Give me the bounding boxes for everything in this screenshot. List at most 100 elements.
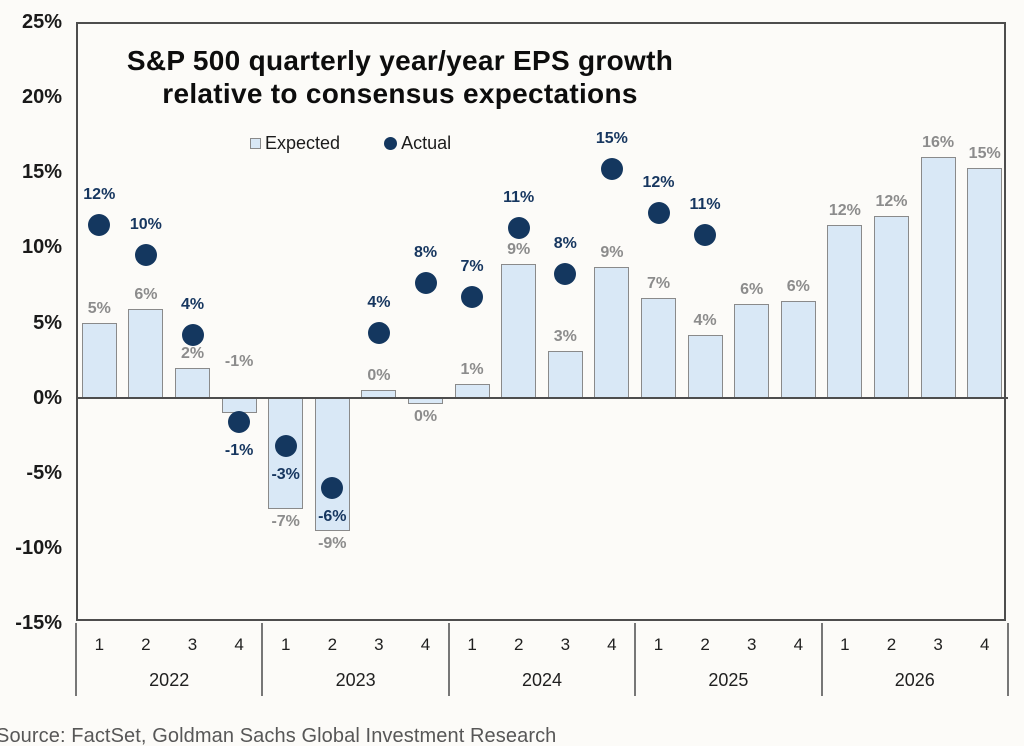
expected-bar (547, 351, 583, 398)
actual-dot (274, 434, 297, 457)
actual-dot-label: 11% (689, 196, 721, 214)
year-separator (634, 623, 637, 696)
quarter-tick-label: 2 (327, 635, 338, 654)
actual-dot-label: 12% (642, 173, 675, 191)
y-axis-tick-label: 0% (33, 386, 62, 409)
actual-dot (694, 224, 717, 247)
quarter-tick-label: 4 (979, 635, 990, 654)
actual-dot-label: 15% (595, 130, 628, 148)
expected-bar-label: 2% (180, 344, 205, 362)
quarter-tick-label: 1 (94, 635, 105, 654)
expected-bar (827, 224, 863, 398)
expected-bar (780, 301, 816, 398)
quarter-tick-label: 1 (840, 635, 850, 654)
quarter-tick-label: 3 (374, 635, 384, 654)
expected-bar-label: 15% (968, 144, 1001, 162)
quarter-tick-label: 2 (886, 635, 897, 654)
quarter-tick-label: 2 (141, 635, 151, 654)
quarter-tick-label: 3 (933, 635, 943, 654)
expected-bar-label: 9% (600, 243, 624, 261)
quarter-tick-label: 4 (420, 635, 431, 654)
year-separator (1007, 623, 1009, 696)
actual-dot-label: -3% (271, 465, 300, 483)
y-axis-tick-label: 25% (21, 11, 62, 33)
year-separator (75, 623, 77, 696)
quarter-tick-label: 1 (653, 635, 664, 654)
year-label: 2023 (335, 670, 376, 690)
quarter-tick-label: 1 (280, 635, 291, 654)
expected-bar (175, 367, 210, 398)
legend-actual-label: Actual (401, 132, 452, 153)
actual-dot-label: 4% (367, 294, 391, 312)
expected-bar-label: 5% (87, 299, 111, 317)
expected-bar-label: 12% (828, 201, 861, 219)
actual-dot (321, 476, 344, 499)
source-text: Source: FactSet, Goldman Sachs Global In… (0, 725, 557, 746)
actual-dot-label: 11% (503, 188, 535, 206)
actual-dot-icon (384, 136, 398, 150)
expected-bar (594, 266, 630, 398)
expected-bar-label: 12% (875, 192, 908, 210)
expected-bar-label: -7% (271, 512, 300, 530)
expected-bar (501, 263, 537, 398)
year-label: 2024 (521, 670, 563, 690)
chart-title-line-1: S&P 500 quarterly year/year EPS growth (126, 45, 674, 76)
chart-legend: Expected Actual (250, 131, 451, 155)
expected-bar-label: 4% (693, 311, 717, 329)
quarter-tick-label: 4 (793, 635, 804, 654)
actual-dot (461, 285, 484, 308)
actual-dot (647, 201, 670, 224)
expected-bar-label: -1% (224, 352, 254, 370)
expected-bar-label: 3% (553, 328, 577, 346)
legend-expected-label: Expected (265, 132, 341, 153)
chart-title: S&P 500 quarterly year/year EPS growth r… (0, 44, 800, 110)
expected-bar (920, 157, 956, 398)
actual-dot (600, 158, 623, 181)
actual-dot (228, 410, 251, 433)
actual-dot (88, 213, 111, 236)
actual-dot-label: 8% (553, 235, 577, 253)
y-axis-tick-label: 15% (21, 161, 62, 184)
expected-bar-label: 9% (507, 240, 531, 258)
expected-bar-label: 7% (646, 275, 671, 293)
actual-dot (507, 216, 530, 239)
expected-bar (81, 322, 117, 398)
expected-bar-label: 6% (740, 281, 764, 299)
plot-area (76, 22, 1006, 621)
actual-dot-label: 4% (180, 295, 205, 313)
actual-dot-label: -6% (318, 507, 347, 525)
expected-bar-label: 0% (367, 367, 391, 385)
quarter-tick-label: 2 (513, 635, 524, 654)
y-axis-tick-label: -15% (15, 612, 62, 634)
actual-dot-label: 12% (83, 185, 116, 203)
expected-bar (687, 334, 723, 398)
quarter-tick-label: 3 (560, 635, 571, 654)
quarter-tick-label: 3 (746, 635, 757, 654)
actual-dot-label: -1% (224, 441, 254, 459)
quarter-tick-label: 2 (700, 635, 710, 654)
legend-item-expected: Expected (250, 133, 340, 154)
expected-bar (874, 215, 909, 398)
quarter-tick-label: 1 (467, 635, 477, 654)
legend-item-actual: Actual (384, 133, 451, 154)
year-label: 2025 (708, 670, 749, 690)
expected-bar-label: 6% (134, 285, 158, 303)
year-label: 2026 (894, 670, 935, 690)
y-axis-tick-label: 10% (21, 236, 62, 259)
expected-bar-label: 1% (460, 361, 484, 379)
year-separator (261, 623, 264, 696)
actual-dot-label: 7% (460, 257, 484, 275)
year-separator (820, 623, 823, 696)
actual-dot (367, 322, 390, 345)
actual-dot (181, 323, 204, 346)
expected-bar (967, 167, 1003, 398)
chart-title-line-2: relative to consensus expectations (162, 78, 638, 109)
expected-bar-label: 6% (786, 278, 810, 296)
actual-dot (554, 263, 577, 286)
year-label: 2022 (149, 670, 190, 690)
quarter-tick-label: 4 (607, 635, 617, 654)
expected-bar-label: -9% (318, 535, 347, 553)
expected-bar (314, 397, 350, 532)
expected-bar (641, 298, 676, 398)
